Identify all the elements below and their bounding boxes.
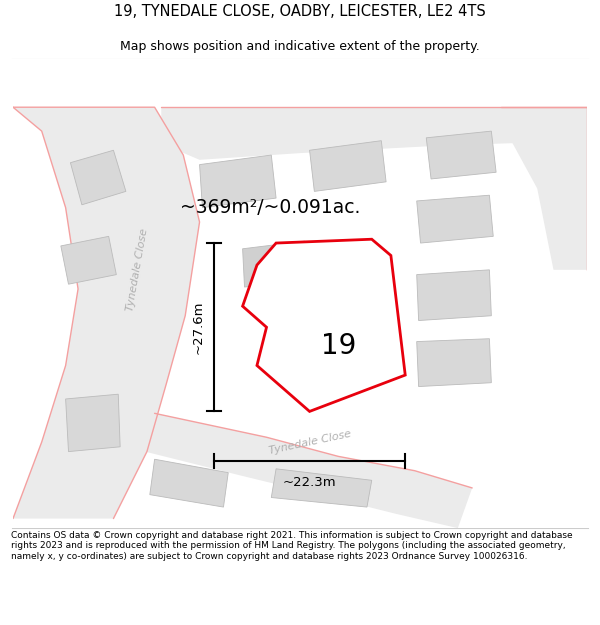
Polygon shape (242, 241, 308, 287)
Text: Tynedale Close: Tynedale Close (125, 228, 149, 312)
Polygon shape (200, 155, 276, 208)
Polygon shape (417, 270, 491, 321)
Polygon shape (271, 469, 372, 507)
Polygon shape (70, 150, 126, 205)
Polygon shape (13, 107, 200, 519)
Text: 19, TYNEDALE CLOSE, OADBY, LEICESTER, LE2 4TS: 19, TYNEDALE CLOSE, OADBY, LEICESTER, LE… (114, 4, 486, 19)
Polygon shape (242, 239, 405, 411)
Text: Contains OS data © Crown copyright and database right 2021. This information is : Contains OS data © Crown copyright and d… (11, 531, 572, 561)
Polygon shape (65, 394, 120, 452)
Polygon shape (310, 141, 386, 191)
Text: ~22.3m: ~22.3m (283, 476, 337, 489)
Polygon shape (137, 413, 472, 528)
Text: Map shows position and indicative extent of the property.: Map shows position and indicative extent… (120, 40, 480, 52)
Polygon shape (426, 131, 496, 179)
Polygon shape (417, 195, 493, 243)
Text: ~27.6m: ~27.6m (191, 301, 205, 354)
Polygon shape (161, 107, 587, 160)
Polygon shape (150, 459, 228, 507)
Polygon shape (501, 107, 587, 270)
Polygon shape (61, 236, 116, 284)
Text: Tynedale Close: Tynedale Close (268, 428, 352, 456)
Text: ~369m²/~0.091ac.: ~369m²/~0.091ac. (181, 198, 361, 217)
Text: 19: 19 (320, 332, 356, 361)
Polygon shape (417, 339, 491, 386)
